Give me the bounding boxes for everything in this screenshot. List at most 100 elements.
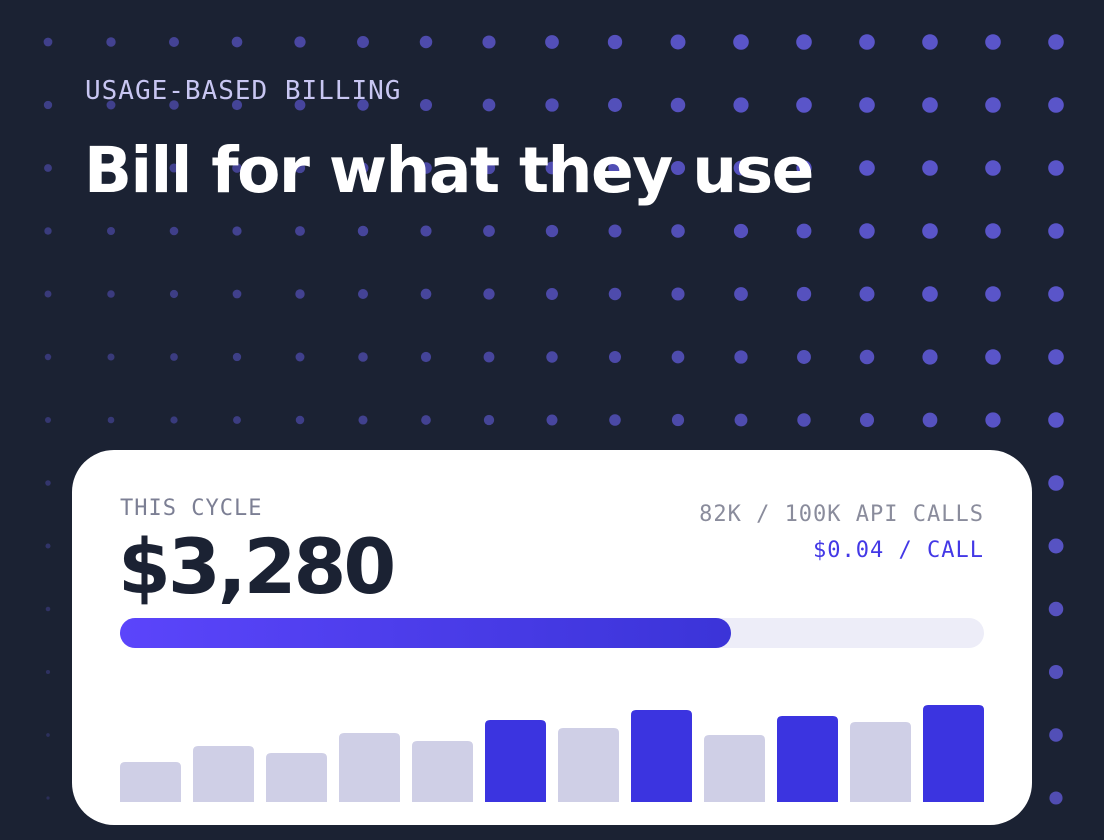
background-dot	[797, 413, 810, 426]
background-dot	[922, 34, 938, 50]
background-dot	[860, 350, 875, 365]
background-dot	[733, 97, 748, 112]
background-dot	[859, 97, 875, 113]
background-dot	[1048, 412, 1064, 428]
usage-count: 82K / 100K API CALLS	[699, 502, 984, 527]
background-dot	[421, 352, 431, 362]
background-dot	[1048, 34, 1064, 50]
background-dot	[609, 414, 621, 426]
background-dot	[232, 226, 241, 235]
background-dot	[357, 36, 369, 48]
background-dot	[985, 286, 1001, 302]
background-dot	[45, 543, 50, 548]
background-dot	[169, 37, 179, 47]
background-dot	[734, 287, 748, 301]
usage-bar-chart	[120, 676, 984, 802]
eyebrow-label: USAGE-BASED BILLING	[85, 76, 401, 106]
usage-bar	[193, 746, 254, 802]
background-dot	[46, 607, 51, 612]
background-dot	[546, 288, 558, 300]
background-dot	[45, 354, 51, 360]
background-dot	[985, 349, 1001, 365]
background-dot	[233, 353, 241, 361]
background-dot	[985, 97, 1001, 113]
background-dot	[1048, 160, 1064, 176]
background-dot	[358, 415, 367, 424]
background-dot	[609, 288, 622, 301]
background-dot	[545, 35, 559, 49]
background-dot	[796, 97, 812, 113]
cycle-label: THIS CYCLE	[120, 496, 262, 521]
background-dot	[46, 796, 49, 799]
usage-bar	[850, 722, 911, 802]
background-dot	[233, 290, 242, 299]
background-dot	[734, 224, 748, 238]
background-dot	[46, 733, 50, 737]
background-dot	[671, 224, 685, 238]
usage-bar	[266, 753, 327, 802]
usage-progress-fill	[120, 618, 731, 648]
background-dot	[45, 291, 52, 298]
background-dot	[108, 417, 115, 424]
background-dot	[985, 34, 1001, 50]
background-dot	[922, 223, 938, 239]
background-dot	[859, 160, 875, 176]
background-dot	[44, 164, 52, 172]
background-dot	[985, 223, 1001, 239]
background-dot	[233, 416, 241, 424]
background-dot	[420, 36, 433, 49]
background-dot	[46, 670, 50, 674]
background-dot	[483, 99, 496, 112]
background-dot	[671, 287, 684, 300]
background-dot	[107, 290, 115, 298]
background-dot	[860, 413, 874, 427]
background-dot	[922, 286, 938, 302]
background-dot	[859, 34, 875, 50]
background-dot	[797, 350, 811, 364]
background-dot	[735, 414, 748, 427]
background-dot	[296, 416, 304, 424]
background-dot	[1048, 286, 1064, 302]
background-dot	[107, 227, 115, 235]
usage-bar-highlighted	[777, 716, 838, 802]
usage-progress-bar	[120, 618, 984, 648]
background-dot	[1049, 791, 1062, 804]
background-dot	[1048, 97, 1064, 113]
background-dot	[985, 160, 1001, 176]
usage-bar	[412, 741, 473, 802]
background-dot	[671, 98, 686, 113]
background-dot	[44, 101, 52, 109]
background-dot	[106, 37, 115, 46]
background-dot	[421, 289, 432, 300]
background-dot	[1048, 223, 1064, 239]
usage-bar	[339, 733, 400, 802]
usage-bar-highlighted	[485, 720, 546, 802]
background-dot	[170, 290, 178, 298]
background-dot	[546, 351, 557, 362]
background-dot	[358, 226, 368, 236]
background-dot	[295, 289, 304, 298]
background-dot	[483, 225, 495, 237]
background-dot	[985, 412, 1000, 427]
background-dot	[922, 97, 938, 113]
usage-bar	[704, 735, 765, 802]
background-dot	[294, 36, 305, 47]
background-dot	[420, 99, 432, 111]
background-dot	[797, 224, 812, 239]
background-dot	[546, 225, 558, 237]
usage-bar-highlighted	[923, 705, 984, 802]
background-dot	[608, 98, 622, 112]
background-dot	[609, 225, 622, 238]
background-dot	[483, 288, 494, 299]
background-dot	[420, 225, 431, 236]
page-headline: Bill for what they use	[84, 134, 813, 207]
background-dot	[170, 416, 177, 423]
background-dot	[1048, 475, 1063, 490]
background-dot	[672, 351, 685, 364]
background-dot	[1048, 349, 1064, 365]
usage-bar	[558, 728, 619, 802]
background-dot	[545, 98, 558, 111]
background-dot	[859, 223, 874, 238]
background-dot	[358, 289, 368, 299]
background-dot	[107, 353, 114, 360]
